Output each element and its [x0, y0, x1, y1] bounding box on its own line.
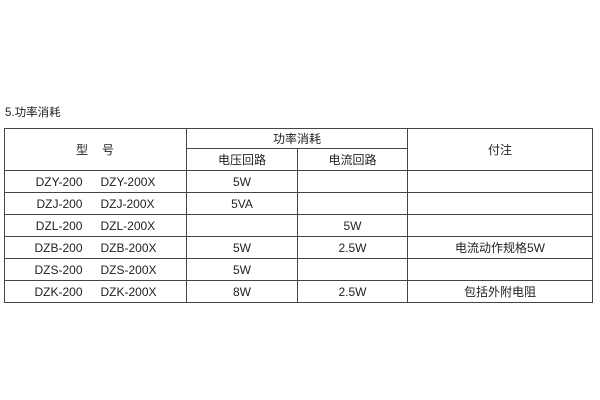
note-value: 包括外附电阻: [407, 280, 594, 303]
model-name-x: DZK-200X: [100, 284, 157, 299]
model-name: DZS-200: [34, 262, 83, 277]
voltage-value: 5W: [186, 236, 298, 259]
current-value: [296, 258, 409, 281]
table-row-dzj: DZJ-200 DZJ-200X 5VA: [4, 192, 594, 215]
voltage-value: [186, 214, 298, 237]
header-note: 付注: [407, 128, 594, 171]
voltage-value: 5W: [186, 258, 298, 281]
note-value: [407, 214, 594, 237]
header-power-group: 功率消耗: [185, 128, 409, 149]
model-name-x: DZJ-200X: [100, 196, 155, 211]
current-value: 5W: [296, 214, 409, 237]
model-cell: DZL-200 DZL-200X: [4, 214, 187, 237]
current-value: [296, 170, 409, 193]
model-cell: DZS-200 DZS-200X: [4, 258, 187, 281]
table-row-dzs: DZS-200 DZS-200X 5W: [4, 258, 594, 281]
model-name: DZL-200: [35, 218, 83, 233]
header-model: 型 号: [4, 128, 187, 171]
power-consumption-table: 型 号 功率消耗 付注 电压回路 电流回路 DZY-200 DZY-200X 5…: [4, 128, 594, 303]
model-cell: DZB-200 DZB-200X: [4, 236, 187, 259]
current-value: 2.5W: [296, 280, 409, 303]
model-cell: DZJ-200 DZJ-200X: [4, 192, 187, 215]
current-value: 2.5W: [296, 236, 409, 259]
header-voltage-circuit: 电压回路: [186, 148, 298, 171]
voltage-value: 5W: [186, 170, 298, 193]
model-name-x: DZY-200X: [100, 174, 156, 189]
note-value: [407, 192, 594, 215]
voltage-value: 5VA: [186, 192, 298, 215]
note-value: [407, 258, 594, 281]
section-heading: 5.功率消耗: [5, 107, 61, 119]
table-row-dzk: DZK-200 DZK-200X 8W 2.5W 包括外附电阻: [4, 280, 594, 303]
model-name-x: DZL-200X: [100, 218, 156, 233]
model-name: DZB-200: [34, 240, 83, 255]
model-name: DZY-200: [35, 174, 83, 189]
model-name: DZK-200: [34, 284, 83, 299]
table-row-dzl: DZL-200 DZL-200X 5W: [4, 214, 594, 237]
voltage-value: 8W: [186, 280, 298, 303]
header-current-circuit: 电流回路: [296, 148, 409, 171]
model-name-x: DZS-200X: [100, 262, 157, 277]
table-header-row-top: 型 号 功率消耗 付注: [4, 128, 594, 171]
table-row-dzy: DZY-200 DZY-200X 5W: [4, 170, 594, 193]
note-value: [407, 170, 594, 193]
current-value: [296, 192, 409, 215]
table-row-dzb: DZB-200 DZB-200X 5W 2.5W 电流动作规格5W: [4, 236, 594, 259]
model-name: DZJ-200: [36, 196, 83, 211]
model-cell: DZK-200 DZK-200X: [4, 280, 187, 303]
model-cell: DZY-200 DZY-200X: [4, 170, 187, 193]
note-value: 电流动作规格5W: [407, 236, 594, 259]
model-name-x: DZB-200X: [100, 240, 157, 255]
